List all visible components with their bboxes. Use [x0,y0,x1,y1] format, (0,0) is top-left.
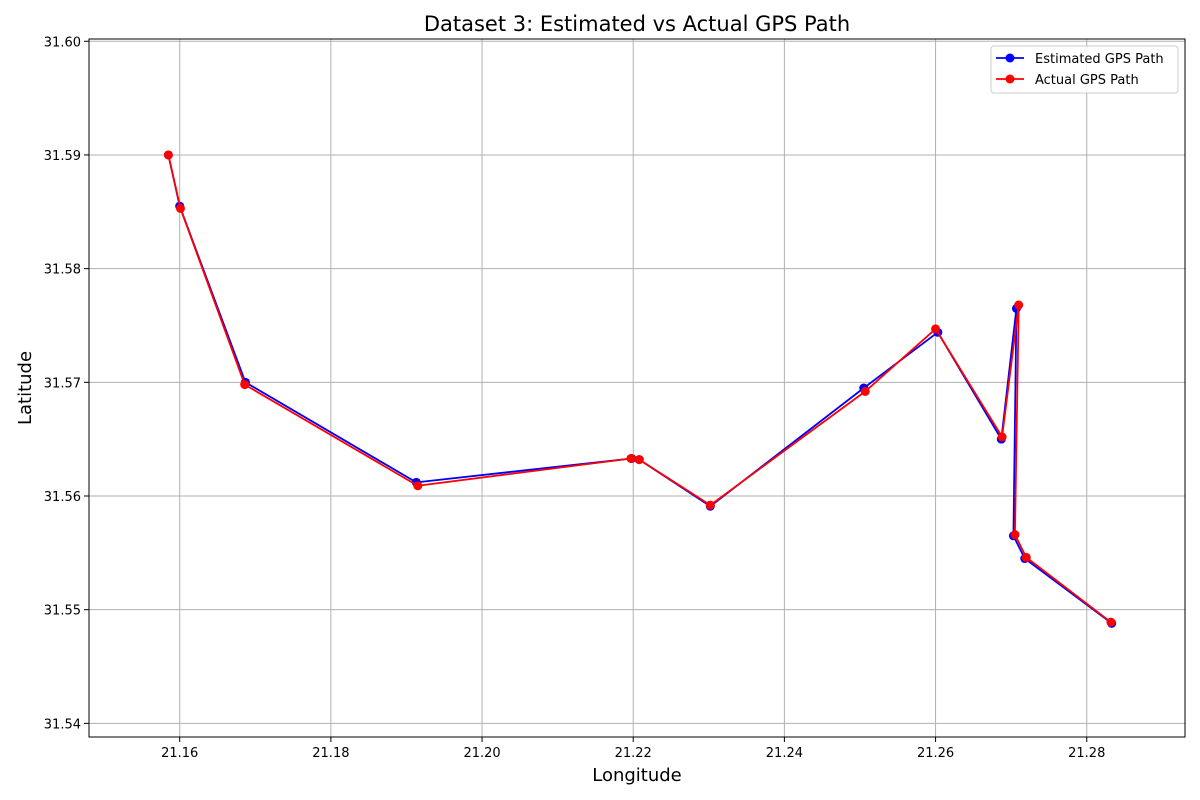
x-tick-label: 21.28 [1068,746,1105,761]
data-point-actual-gps-path [1106,617,1116,627]
y-tick-label: 31.60 [44,35,81,50]
data-point-actual-gps-path [997,432,1007,442]
legend-swatch-marker [1005,53,1015,63]
data-point-actual-gps-path [240,380,250,390]
x-tick-label: 21.24 [766,746,803,761]
y-tick-label: 31.56 [44,490,81,505]
legend-label: Actual GPS Path [1035,73,1139,88]
y-tick-label: 31.55 [44,604,81,619]
y-tick-label: 31.57 [44,376,81,391]
data-point-actual-gps-path [1021,552,1031,562]
series-line-actual-gps-path [167,154,1112,623]
legend-label: Estimated GPS Path [1035,52,1164,67]
x-tick-label: 21.20 [463,746,500,761]
data-point-actual-gps-path [626,453,636,463]
data-point-actual-gps-path [1010,530,1020,540]
series-line-estimated-gps-path [167,154,1113,625]
grid [89,39,1185,737]
x-axis-label: Longitude [592,765,682,786]
series-actual-gps-path [163,150,1116,627]
legend-swatch-marker [1005,74,1015,84]
data-point-actual-gps-path [163,150,173,160]
x-tick-label: 21.16 [161,746,198,761]
data-point-actual-gps-path [931,324,941,334]
y-axis-label: Latitude [15,351,36,425]
chart-title: Dataset 3: Estimated vs Actual GPS Path [424,12,850,36]
x-tick-label: 21.18 [312,746,349,761]
series-layer [163,150,1117,628]
x-tick-label: 21.26 [917,746,954,761]
plot-frame [88,38,1186,738]
legend: Estimated GPS Path Actual GPS Path [990,45,1179,94]
data-point-actual-gps-path [705,500,715,510]
data-point-actual-gps-path [175,203,185,213]
axis-ticks: 21.16 21.18 21.20 21.22 21.24 21.26 21.28 31.54… [44,35,1106,761]
data-point-actual-gps-path [634,455,644,465]
y-tick-label: 31.54 [44,717,81,732]
data-point-actual-gps-path [1014,300,1024,310]
data-point-actual-gps-path [413,481,423,491]
x-tick-label: 21.22 [615,746,652,761]
legend-box [990,45,1179,94]
y-tick-label: 31.58 [44,263,81,278]
data-point-actual-gps-path [860,386,870,396]
y-tick-label: 31.59 [44,149,81,164]
